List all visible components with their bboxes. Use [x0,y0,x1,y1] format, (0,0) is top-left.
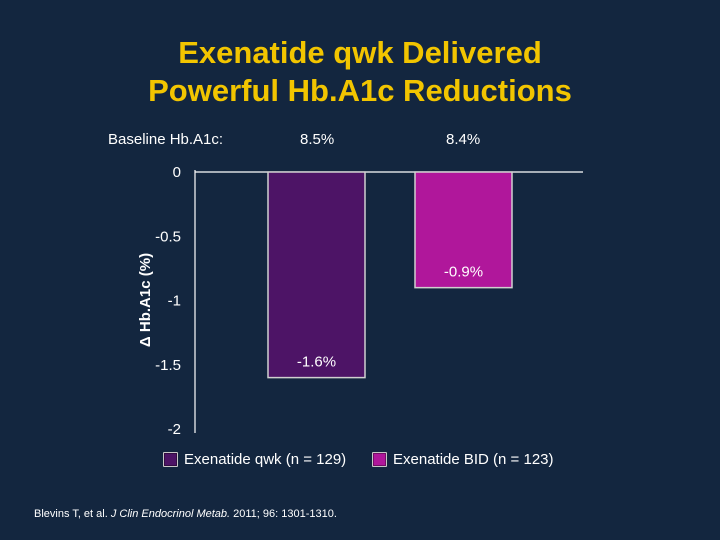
legend-swatch-qwk [163,452,178,467]
bar-data-label: -0.9% [444,264,483,281]
citation-journal: J Clin Endocrinol Metab. [110,508,231,520]
legend-swatch-bid [372,452,387,467]
bar-2 [414,171,513,289]
baseline-value-qwk: 8.5% [300,131,335,148]
slide-title: Exenatide qwk Delivered Powerful Hb.A1c … [0,34,720,110]
y-tick-label: -1.5 [155,357,181,374]
citation: Blevins T, et al. J Clin Endocrinol Meta… [34,508,337,520]
y-axis-label: Δ Hb.A1c (%) [137,253,154,347]
y-tick-label: -1 [168,293,181,310]
baseline-value-bid: 8.4% [446,131,481,148]
bar-1 [267,171,366,379]
y-tick-label: 0 [173,164,181,181]
legend-item-qwk: Exenatide qwk (n = 129) [163,451,346,468]
citation-prefix: Blevins T, et al. [34,508,111,520]
legend-label-bid: Exenatide BID (n = 123) [393,451,554,468]
legend-label-qwk: Exenatide qwk (n = 129) [184,451,347,468]
legend-item-bid: Exenatide BID (n = 123) [372,451,554,468]
citation-suffix: 2011; 96: 1301-1310. [230,508,337,520]
y-tick-label: -2 [168,421,181,438]
bar-data-label: -1.6% [297,354,336,371]
baseline-label: Baseline Hb.A1c: [108,131,224,148]
title-line-1: Exenatide qwk Delivered [178,35,542,70]
y-tick-label: -0.5 [155,228,181,245]
title-line-2: Powerful Hb.A1c Reductions [148,73,572,108]
